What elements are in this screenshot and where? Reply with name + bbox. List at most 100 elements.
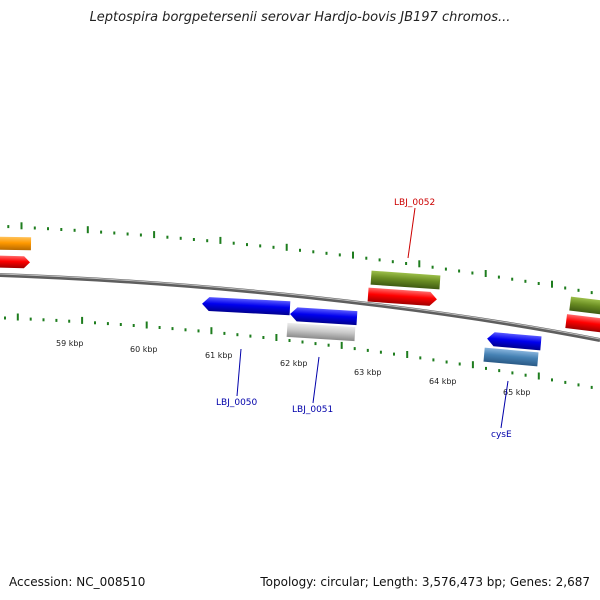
major-tick: [219, 236, 222, 244]
gene-red-middle[interactable]: [367, 287, 438, 307]
gene-gray[interactable]: [286, 322, 356, 342]
major-tick: [418, 260, 421, 268]
major-tick: [145, 321, 148, 329]
minor-tick: [29, 317, 32, 321]
gene-steelblue-cyse[interactable]: [483, 347, 539, 367]
minor-tick: [511, 371, 514, 375]
major-tick: [153, 231, 156, 239]
minor-tick: [259, 244, 262, 248]
minor-tick: [42, 318, 45, 322]
gene-blue-lbj-0050[interactable]: [202, 297, 291, 316]
minor-tick: [132, 324, 135, 327]
gene-red-right[interactable]: [565, 314, 600, 334]
minor-tick: [33, 226, 36, 230]
map-title: Leptospira borgpetersenii serovar Hardjo…: [89, 10, 511, 25]
gene-label-lbj-0050[interactable]: LBJ_0050: [216, 398, 258, 408]
minor-tick: [126, 232, 129, 236]
gene-olive-right[interactable]: [569, 296, 600, 316]
minor-tick: [366, 348, 369, 352]
minor-tick: [314, 342, 317, 346]
minor-tick: [391, 260, 394, 264]
leader-line-cyse: [500, 380, 509, 429]
minor-tick: [577, 288, 580, 292]
minor-tick: [179, 236, 182, 240]
gene-red-left[interactable]: [0, 255, 30, 269]
minor-tick: [68, 319, 71, 323]
kbp-label-59: 59 kbp: [56, 339, 84, 348]
minor-tick: [299, 248, 301, 252]
minor-tick: [272, 245, 275, 249]
minor-tick: [445, 360, 448, 364]
minor-tick: [432, 358, 435, 362]
minor-tick: [60, 228, 63, 231]
minor-tick: [223, 331, 226, 335]
minor-tick: [288, 339, 291, 342]
minor-tick: [301, 340, 304, 344]
minor-tick: [100, 230, 103, 234]
minor-tick: [4, 316, 6, 320]
gene-label-cyse[interactable]: cysE: [491, 430, 512, 440]
minor-tick: [365, 256, 368, 260]
minor-tick: [158, 326, 161, 329]
major-tick: [16, 313, 19, 321]
minor-tick: [166, 235, 169, 239]
chromosome-backbone-highlight: [0, 273, 600, 340]
minor-tick: [590, 291, 593, 295]
minor-tick: [524, 373, 527, 377]
minor-tick: [419, 356, 422, 360]
minor-tick: [590, 385, 593, 389]
minor-tick: [405, 262, 408, 265]
minor-tick: [312, 250, 315, 254]
gene-olive-lbj-0052-region[interactable]: [370, 270, 441, 290]
minor-tick: [444, 267, 447, 271]
minor-tick: [393, 352, 395, 356]
minor-tick: [94, 321, 96, 325]
major-tick: [81, 316, 84, 324]
minor-tick: [206, 239, 209, 243]
gene-orange-left[interactable]: [0, 236, 32, 251]
gene-blue-lbj-0051[interactable]: [290, 307, 358, 326]
minor-tick: [262, 336, 265, 339]
minor-tick: [119, 323, 122, 326]
gene-label-lbj-0051[interactable]: LBJ_0051: [292, 405, 333, 415]
minor-tick: [232, 241, 235, 245]
major-tick: [340, 341, 343, 349]
minor-tick: [325, 251, 328, 255]
kbp-label-62: 62 kbp: [280, 359, 308, 368]
major-tick: [551, 280, 553, 288]
leader-line-lbj-0050: [236, 348, 242, 397]
minor-tick: [73, 228, 76, 232]
gene-label-lbj-0052[interactable]: LBJ_0052: [394, 198, 435, 208]
minor-tick: [497, 275, 500, 279]
minor-tick: [7, 225, 10, 229]
minor-tick: [249, 334, 252, 338]
minor-tick: [236, 333, 239, 337]
minor-tick: [458, 362, 461, 366]
kbp-label-61: 61 kbp: [205, 351, 233, 360]
topology-summary: Topology: circular; Length: 3,576,473 bp…: [260, 575, 590, 589]
minor-tick: [197, 329, 200, 333]
kbp-label-63: 63 kbp: [354, 368, 382, 377]
minor-tick: [537, 282, 540, 285]
leader-line-lbj-0052: [407, 207, 416, 259]
gene-blue-small[interactable]: [486, 332, 542, 351]
minor-tick: [192, 238, 195, 241]
minor-tick: [564, 286, 567, 290]
major-tick: [20, 222, 23, 230]
minor-tick: [551, 378, 553, 382]
minor-tick: [55, 318, 58, 322]
outer-tick-row: [7, 222, 593, 295]
minor-tick: [511, 277, 514, 281]
major-tick: [210, 327, 213, 335]
major-tick: [471, 361, 474, 369]
minor-tick: [471, 271, 474, 275]
minor-tick: [47, 227, 49, 231]
minor-tick: [338, 253, 341, 257]
minor-tick: [485, 366, 487, 370]
major-tick: [352, 251, 354, 259]
major-tick: [537, 372, 540, 380]
minor-tick: [379, 350, 382, 354]
minor-tick: [353, 347, 356, 351]
inner-tick-row: [4, 313, 593, 389]
